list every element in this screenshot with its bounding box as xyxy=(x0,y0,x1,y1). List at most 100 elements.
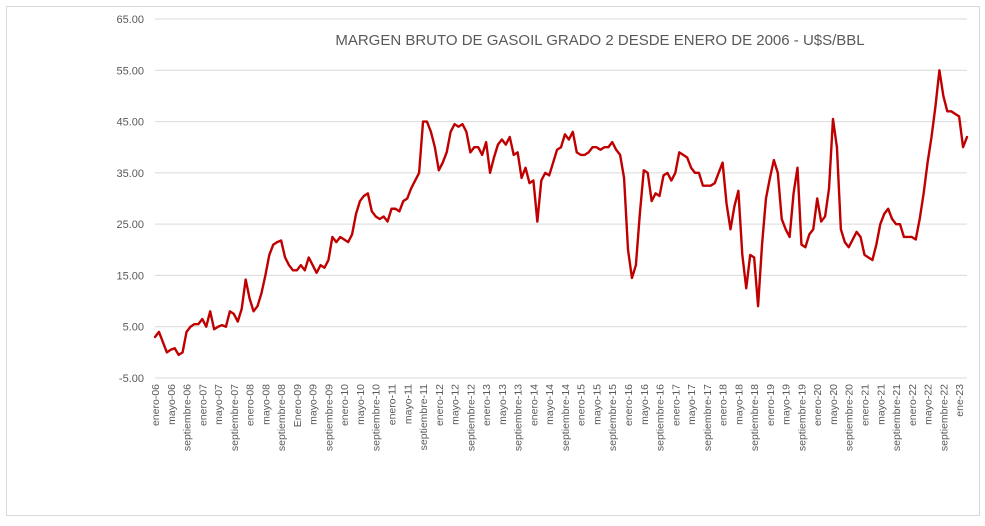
data-point xyxy=(595,146,598,149)
data-point xyxy=(828,187,831,190)
x-tick-label: enero-22 xyxy=(907,384,919,426)
data-point xyxy=(942,95,945,98)
data-point xyxy=(966,136,969,139)
data-point xyxy=(371,210,374,213)
data-point xyxy=(698,172,701,175)
data-point xyxy=(307,256,310,259)
x-tick-label: septiembre-12 xyxy=(465,384,477,451)
data-point xyxy=(540,179,543,182)
data-point xyxy=(639,213,642,216)
data-point xyxy=(520,177,523,180)
data-point xyxy=(177,354,180,357)
x-tick-label: mayo-07 xyxy=(213,384,225,425)
data-point xyxy=(260,292,263,295)
data-point xyxy=(579,154,582,157)
data-point xyxy=(272,243,275,246)
series-line xyxy=(153,69,969,357)
x-tick-label: mayo-18 xyxy=(733,384,745,425)
x-tick-label: septiembre-18 xyxy=(749,384,761,451)
chart-frame xyxy=(6,6,980,516)
data-point xyxy=(311,264,314,267)
x-tick-label: septiembre-22 xyxy=(938,384,950,451)
data-point xyxy=(757,305,760,308)
data-point xyxy=(166,351,169,354)
data-point xyxy=(914,238,917,241)
y-axis-ticks: 65.00 55.00 45.00 35.00 25.00 15.00 5.00 -5.00 xyxy=(116,14,144,385)
data-point xyxy=(398,210,401,213)
data-point xyxy=(197,323,200,326)
data-point xyxy=(441,161,444,164)
data-point xyxy=(296,269,299,272)
data-point xyxy=(631,277,634,280)
data-point xyxy=(528,182,531,185)
data-point xyxy=(773,159,776,162)
data-point xyxy=(694,172,697,175)
data-point xyxy=(840,228,843,231)
data-point xyxy=(741,254,744,257)
data-point xyxy=(650,200,653,203)
data-point xyxy=(642,169,645,172)
data-point xyxy=(189,325,192,328)
y-tick-label: 45.00 xyxy=(116,117,144,129)
data-point xyxy=(240,307,243,310)
data-point xyxy=(603,146,606,149)
x-tick-label: enero-20 xyxy=(812,384,824,426)
x-tick-label: septiembre-07 xyxy=(229,384,241,451)
data-point xyxy=(319,264,322,267)
data-point xyxy=(867,256,870,259)
data-point xyxy=(430,131,433,134)
data-point xyxy=(508,136,511,139)
data-point xyxy=(836,146,839,149)
data-point xyxy=(907,236,910,239)
data-point xyxy=(556,148,559,151)
data-point xyxy=(327,259,330,262)
x-tick-label: enero-08 xyxy=(245,384,257,426)
data-point xyxy=(899,223,902,226)
data-point xyxy=(339,236,342,239)
data-point xyxy=(410,187,413,190)
data-point xyxy=(422,120,425,123)
data-point xyxy=(244,278,247,281)
data-point xyxy=(784,228,787,231)
x-tick-label: enero-12 xyxy=(434,384,446,426)
data-point xyxy=(343,238,346,241)
data-point xyxy=(938,69,941,72)
x-tick-label: enero-17 xyxy=(670,384,682,426)
data-point xyxy=(749,254,752,257)
data-point xyxy=(859,236,862,239)
data-point xyxy=(788,236,791,239)
x-tick-label: mayo-10 xyxy=(355,384,367,425)
data-point xyxy=(516,151,519,154)
x-tick-label: mayo-09 xyxy=(308,384,320,425)
data-point xyxy=(221,324,224,327)
data-point xyxy=(725,202,728,205)
data-point xyxy=(599,148,602,151)
y-tick-label: -5.00 xyxy=(119,373,144,385)
data-point xyxy=(485,141,488,144)
data-point xyxy=(552,161,555,164)
data-point xyxy=(583,154,586,157)
data-point xyxy=(619,154,622,157)
x-tick-label: mayo-17 xyxy=(686,384,698,425)
data-point xyxy=(481,154,484,157)
x-tick-label: septiembre-13 xyxy=(513,384,525,451)
data-point xyxy=(883,213,886,216)
data-point xyxy=(686,156,689,159)
data-point xyxy=(386,220,389,223)
y-tick-label: 65.00 xyxy=(116,14,144,26)
data-point xyxy=(627,248,630,251)
data-point xyxy=(769,177,772,180)
x-tick-label: mayo-21 xyxy=(875,384,887,425)
data-point xyxy=(544,172,547,175)
data-point xyxy=(611,141,614,144)
data-point xyxy=(378,218,381,221)
data-point xyxy=(706,184,709,187)
data-point xyxy=(761,243,764,246)
x-tick-label: enero-15 xyxy=(576,384,588,426)
data-point xyxy=(173,347,176,350)
y-tick-label: 35.00 xyxy=(116,168,144,180)
data-point xyxy=(745,287,748,290)
data-point xyxy=(721,161,724,164)
data-point xyxy=(891,218,894,221)
data-point xyxy=(812,228,815,231)
